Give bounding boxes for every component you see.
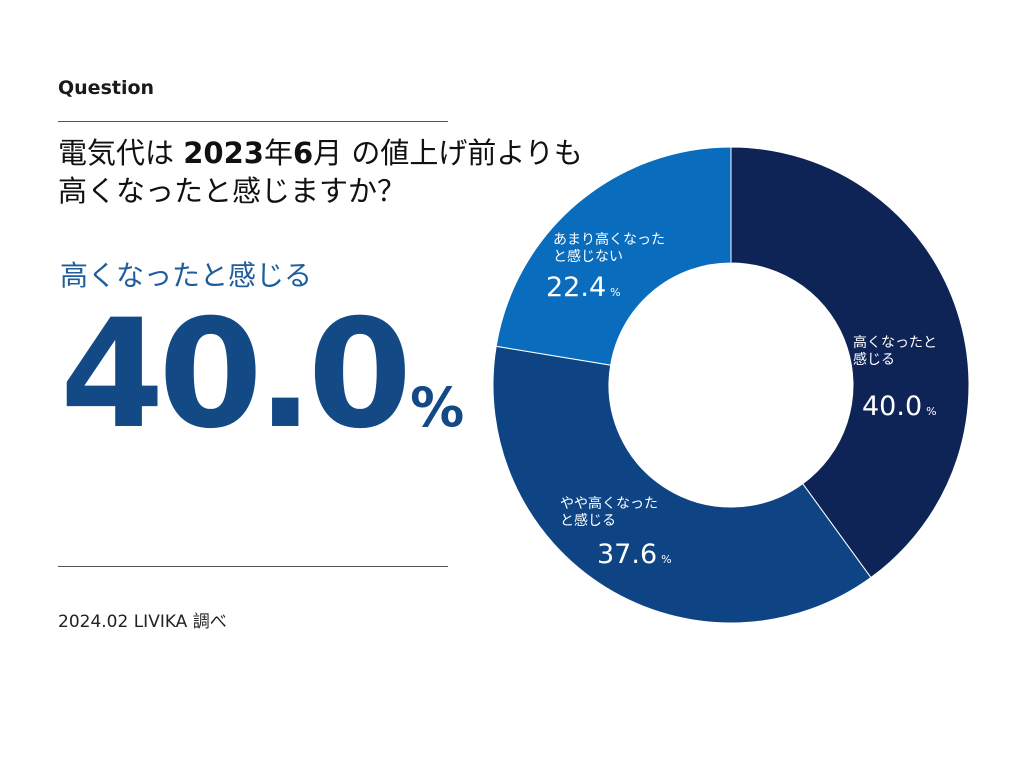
source-note: 2024.02 LIVIKA 調べ	[58, 612, 227, 632]
question-rest: 月 の値上げ前よりも	[313, 136, 583, 170]
donut-slices	[492, 146, 970, 624]
question-line2: 高くなったと感じますか？	[58, 174, 407, 208]
slice-label-1-line2: 感じる	[853, 351, 895, 368]
question-year: 2023	[183, 136, 264, 170]
donut-slice-2	[492, 345, 872, 624]
slice-label-3-line2: と感じない	[553, 248, 623, 265]
donut-slice-3	[495, 146, 732, 366]
section-label: Question	[58, 77, 155, 99]
slice-label-1-line1: 高くなったと	[853, 334, 937, 351]
bottom-divider	[58, 566, 448, 567]
question-month: 6	[292, 136, 314, 170]
top-divider	[58, 121, 448, 122]
highlight-value: 40.0%	[60, 300, 464, 450]
slice-label-2-line2: と感じる	[560, 512, 616, 529]
highlight-label: 高くなったと感じる	[60, 259, 313, 292]
question-year-suffix: 年	[263, 136, 293, 170]
highlight-unit: %	[410, 376, 465, 439]
slice-unit-2: %	[661, 553, 671, 566]
highlight-number: 40.0	[60, 288, 412, 462]
slice-label-3-line1: あまり高くなった	[553, 231, 665, 248]
donut-slice-1	[730, 146, 970, 579]
question-text: 電気代は 2023年6月 の値上げ前よりも 高くなったと感じますか？	[58, 134, 618, 210]
slice-unit-3: %	[610, 286, 620, 299]
question-pre: 電気代は	[58, 136, 184, 170]
slice-label-2-line1: やや高くなった	[560, 495, 658, 512]
slice-unit-1: %	[926, 405, 936, 418]
